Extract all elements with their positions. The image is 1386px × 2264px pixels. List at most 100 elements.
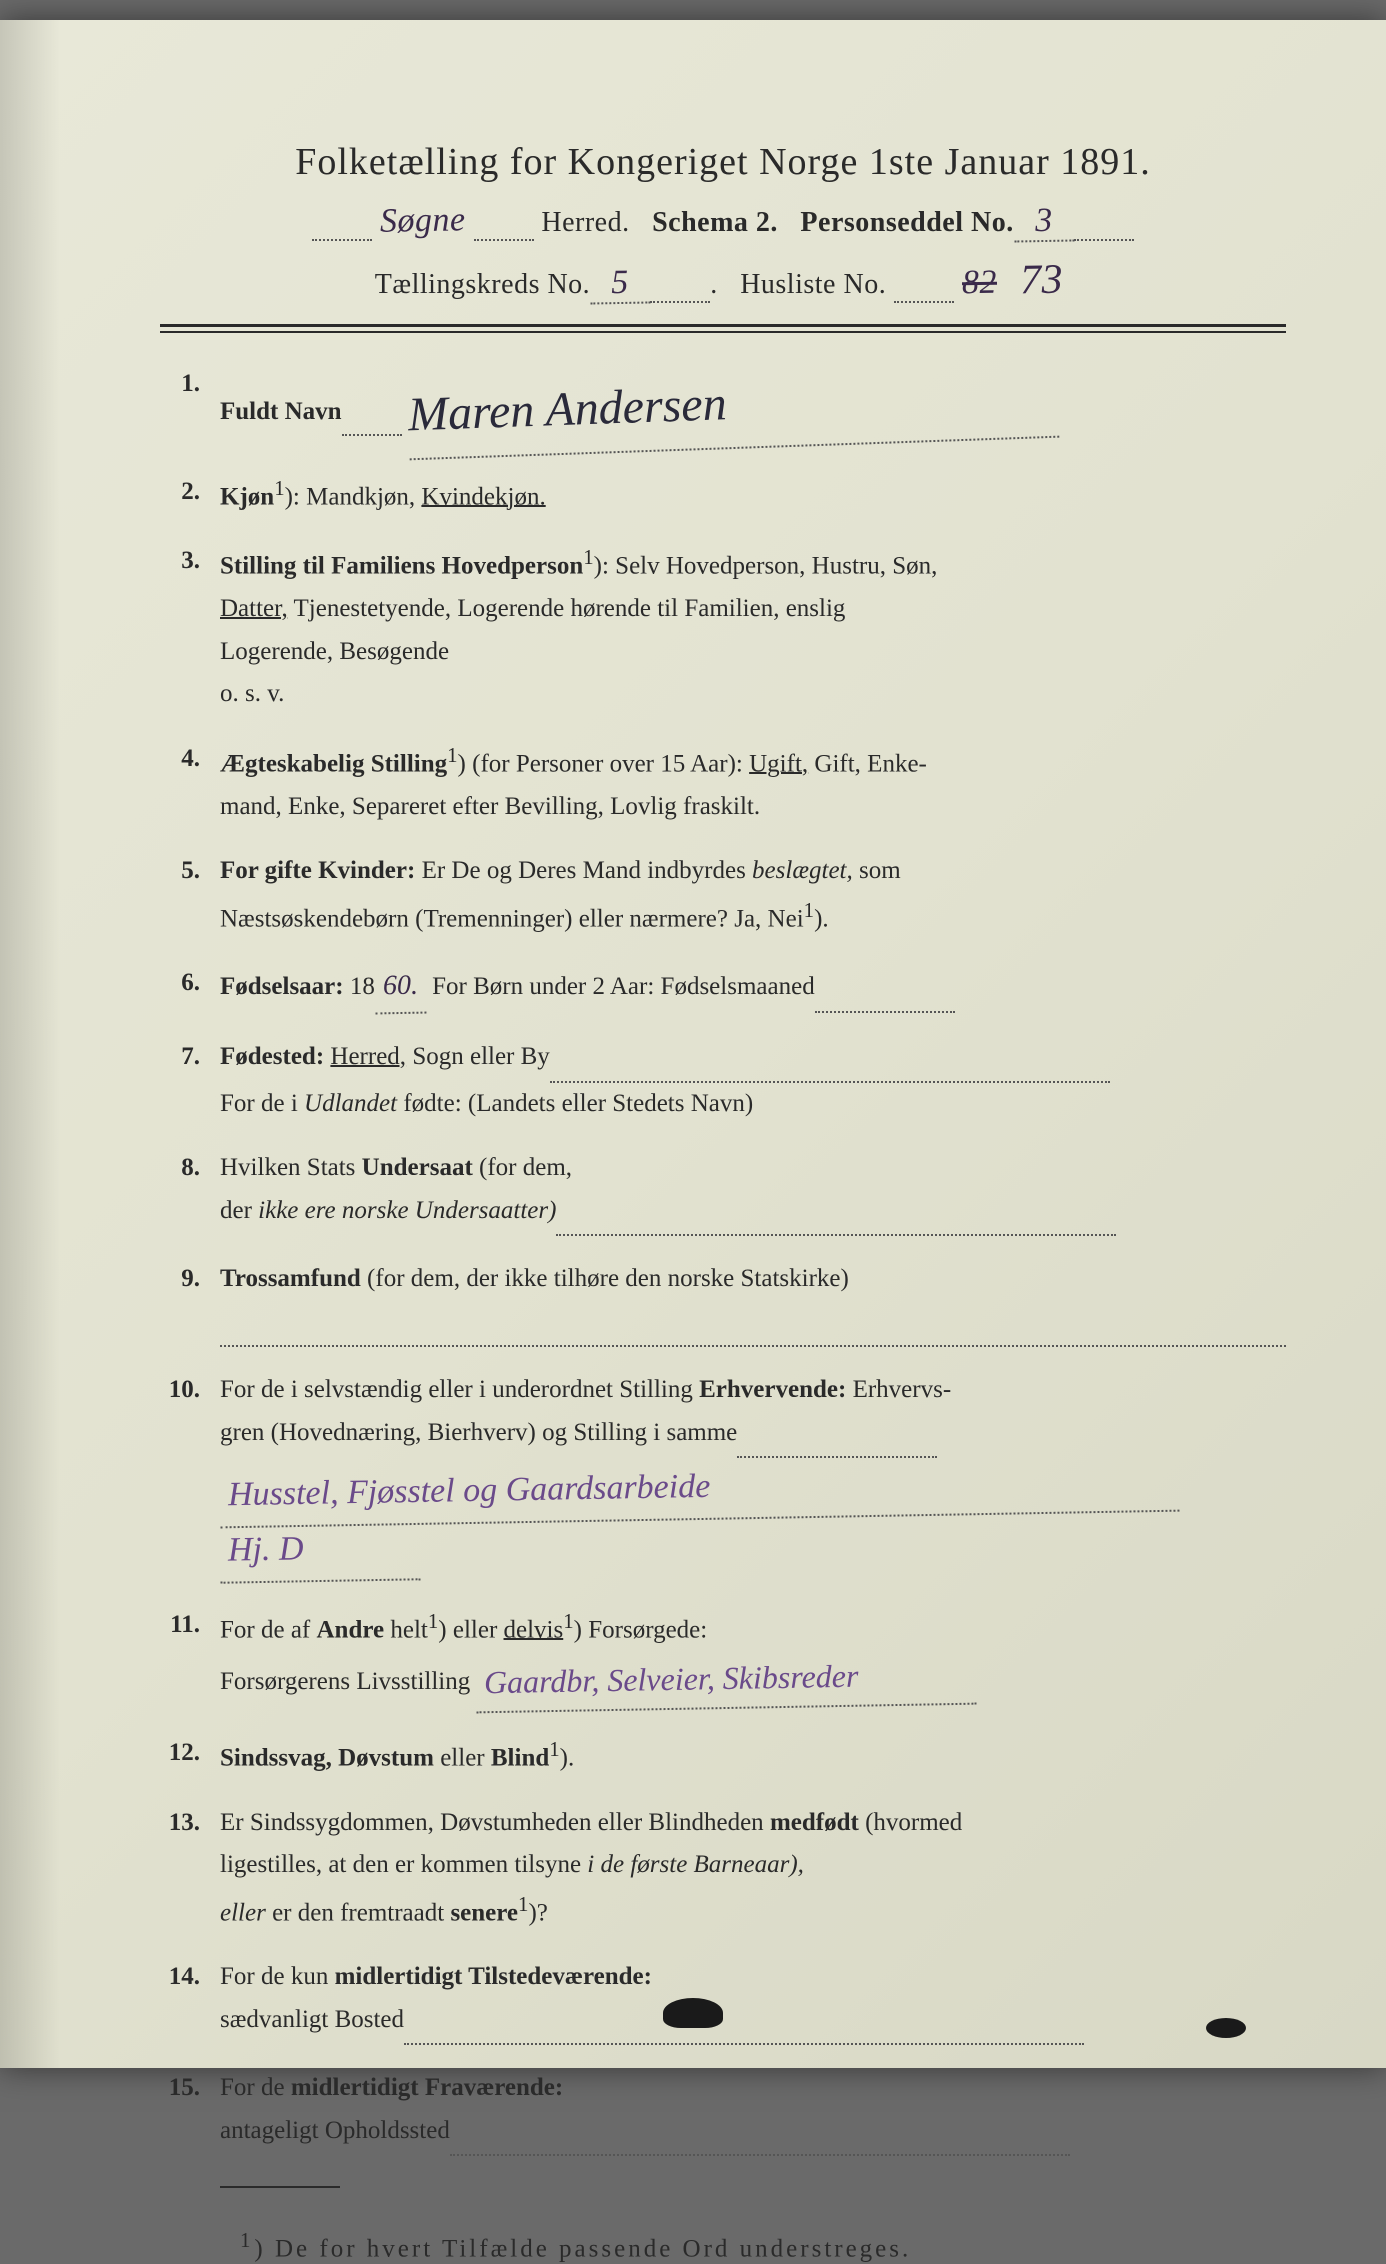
row-1: 1. Fuldt Navn Maren Andersen: [160, 363, 1286, 449]
text: For Børn under 2 Aar: Fødselsmaaned: [432, 973, 815, 1000]
sup: 1: [428, 1609, 438, 1633]
label: Ægteskabelig Stilling: [220, 750, 447, 777]
sup: 1: [447, 743, 457, 767]
label: Sindssvag, Døvstum: [220, 1744, 434, 1771]
year-hand: 60.: [374, 962, 426, 1014]
row-11: 11. For de af Andre helt1) eller delvis1…: [160, 1604, 1286, 1710]
row-content: Fødselsaar: 1860. For Børn under 2 Aar: …: [220, 962, 1286, 1014]
blank-line: [556, 1190, 1116, 1237]
herred-underlined: Herred,: [330, 1043, 406, 1070]
datter-underlined: Datter,: [220, 595, 288, 622]
personseddel-no: 3: [1013, 201, 1074, 242]
text: ligestilles, at den er kommen tilsyne: [220, 1851, 587, 1878]
footnote-sup: 1: [240, 2228, 254, 2252]
row-9: 9. Trossamfund (for dem, der ikke tilhør…: [160, 1258, 1286, 1347]
label: For gifte Kvinder:: [220, 857, 415, 884]
row-num: 8.: [160, 1147, 220, 1236]
text: Sogn eller By: [406, 1043, 550, 1070]
dots: [342, 391, 402, 436]
italic: i de første Barneaar),: [587, 1851, 804, 1878]
blank-line: [404, 1999, 1084, 2046]
blank-line: [450, 2110, 1070, 2157]
label: Stilling til Familiens Hovedperson: [220, 553, 583, 580]
text: sædvanligt Bosted: [220, 2006, 404, 2033]
form-body: 1. Fuldt Navn Maren Andersen 2. Kjøn1): …: [160, 363, 1286, 2156]
text: som: [853, 857, 901, 884]
schema-label: Schema 2.: [652, 207, 778, 238]
row-7: 7. Fødested: Herred, Sogn eller By For d…: [160, 1036, 1286, 1125]
bold: senere: [450, 1899, 518, 1926]
dots: [650, 269, 710, 303]
row-num: 14.: [160, 1956, 220, 2045]
dots: [1074, 207, 1134, 241]
sup: 1: [549, 1737, 559, 1761]
kvindekjon-underlined: Kvindekjøn.: [421, 483, 545, 510]
footnote-rule: [220, 2186, 340, 2188]
row-num: 15.: [160, 2067, 220, 2156]
row-num: 9.: [160, 1258, 220, 1347]
text: er den fremtraadt: [266, 1899, 451, 1926]
text: For de af: [220, 1616, 317, 1643]
sup: 1: [518, 1892, 528, 1916]
footnote: 1) De for hvert Tilfælde passende Ord un…: [160, 2228, 1286, 2263]
row-2: 2. Kjøn1): Mandkjøn, Kvindekjøn.: [160, 471, 1286, 519]
ugift-underlined: Ugift,: [749, 750, 808, 777]
text: ): Mandkjøn,: [285, 483, 422, 510]
form-header: Folketælling for Kongeriget Norge 1ste J…: [160, 140, 1286, 304]
herred-label: Herred.: [541, 207, 629, 238]
bold: medfødt: [770, 1809, 859, 1836]
row-14: 14. For de kun midlertidigt Tilstedevære…: [160, 1956, 1286, 2045]
text: ) (for Personer over 15 Aar):: [458, 750, 750, 777]
text: )?: [528, 1899, 547, 1926]
divider-top-1: [160, 324, 1286, 327]
row-content: Ægteskabelig Stilling1) (for Personer ov…: [220, 738, 1286, 828]
herred-handwritten: Søgne: [372, 201, 474, 241]
row-10: 10. For de i selvstændig eller i underor…: [160, 1369, 1286, 1582]
text: ).: [814, 905, 829, 932]
italic: beslægtet,: [752, 857, 853, 884]
row-num: 10.: [160, 1369, 220, 1582]
blank-line: [550, 1036, 1110, 1083]
row-content: Er Sindssygdommen, Døvstumheden eller Bl…: [220, 1802, 1286, 1935]
divider-top-2: [160, 331, 1286, 333]
husliste-no: 73: [1012, 255, 1072, 304]
row-content: Kjøn1): Mandkjøn, Kvindekjøn.: [220, 471, 1286, 519]
row-num: 13.: [160, 1802, 220, 1935]
text: Hvilken Stats: [220, 1154, 362, 1181]
row-num: 11.: [160, 1604, 220, 1710]
bold: Blind: [491, 1744, 549, 1771]
row-content: For de midlertidigt Fraværende: antageli…: [220, 2067, 1286, 2156]
row-content: Hvilken Stats Undersaat (for dem, der ik…: [220, 1147, 1286, 1236]
bold: midlertidigt Fraværende:: [291, 2074, 563, 2101]
row-content: Trossamfund (for dem, der ikke tilhøre d…: [220, 1258, 1286, 1347]
dots: [894, 269, 954, 303]
row-content: For de i selvstændig eller i underordnet…: [220, 1369, 1286, 1582]
blank-line: [220, 1301, 1286, 1348]
text: Næstsøskendebørn (Tremenninger) eller næ…: [220, 905, 804, 932]
page-damage-2: [1206, 2018, 1246, 2038]
text: eller: [434, 1744, 491, 1771]
row-num: 1.: [160, 363, 220, 449]
text: For de kun: [220, 1963, 335, 1990]
sup: 1: [583, 545, 593, 569]
row-13: 13. Er Sindssygdommen, Døvstumheden elle…: [160, 1802, 1286, 1935]
text: Erhvervs-: [846, 1376, 951, 1403]
sup: 1: [804, 898, 814, 922]
row-content: Fuldt Navn Maren Andersen: [220, 363, 1286, 449]
text: ).: [560, 1744, 575, 1771]
fuldt-navn-value: Maren Andersen: [407, 352, 1060, 460]
text: o. s. v.: [220, 680, 284, 707]
text: gren (Hovednæring, Bierhverv) og Stillin…: [220, 1419, 737, 1446]
text: (for dem,: [473, 1154, 572, 1181]
row-15: 15. For de midlertidigt Fraværende: anta…: [160, 2067, 1286, 2156]
row-content: For de kun midlertidigt Tilstedeværende:…: [220, 1956, 1286, 2045]
dots: [474, 207, 534, 241]
text: ): Selv Hovedperson, Hustru, Søn,: [594, 553, 938, 580]
label: Fødested:: [220, 1043, 324, 1070]
husliste-strike: 82: [953, 264, 1005, 303]
row-content: Stilling til Familiens Hovedperson1): Se…: [220, 540, 1286, 715]
text: helt: [384, 1616, 428, 1643]
occupation-hand-1: Husstel, Fjøsstel og Gaardsarbeide: [220, 1450, 1180, 1529]
row-content: Fødested: Herred, Sogn eller By For de i…: [220, 1036, 1286, 1125]
text: Forsørgerens Livsstilling: [220, 1668, 470, 1695]
